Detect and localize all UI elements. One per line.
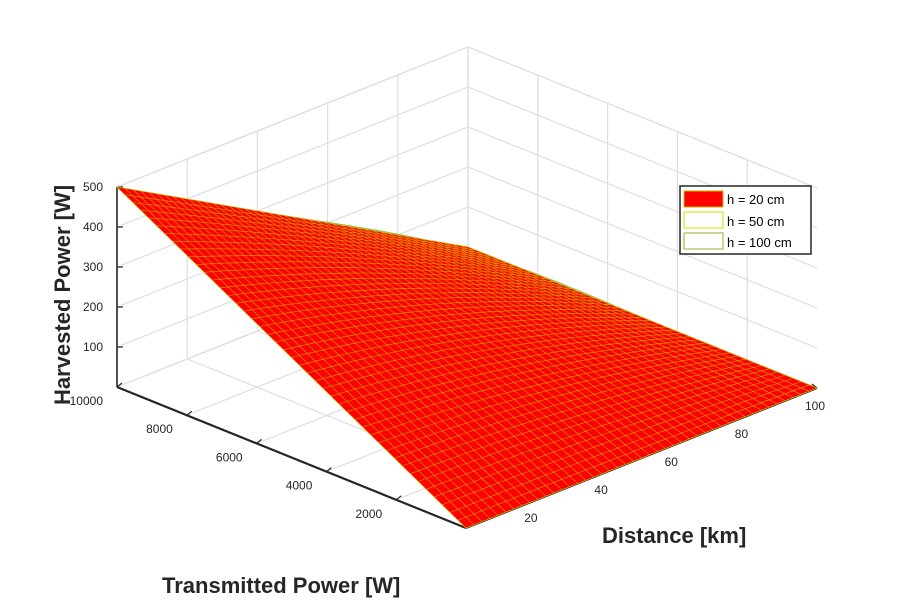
legend: h = 20 cm h = 50 cm h = 100 cm [679,185,812,255]
legend-swatch-h50 [683,211,724,229]
x-tick-label: 80 [735,427,749,441]
y-axis-line [116,385,467,530]
y-tick [116,382,123,388]
surface-mesh [116,186,818,529]
surfaces [116,186,818,529]
legend-swatch-h100 [683,232,724,250]
y-tick-label: 8000 [146,422,173,436]
legend-label-h50: h = 50 cm [727,214,784,229]
grid-line [116,46,469,188]
x-tick-label: 20 [524,511,538,525]
y-tick-label: 6000 [216,450,243,464]
surface-0 [116,186,818,529]
x-tick-label: 100 [805,399,825,413]
x-tick-label: 40 [594,483,608,497]
y-tick [395,495,402,501]
z-tick-label: 100 [83,340,103,354]
z-tick-label: 200 [83,300,103,314]
z-tick-label: 500 [83,180,103,194]
y-tick-label: 4000 [286,479,313,493]
y-tick [186,410,193,416]
z-axis-label: Harvested Power [W] [50,185,75,405]
x-axis-label: Distance [km] [602,523,746,548]
legend-swatch-h20 [683,190,724,208]
grid-line [467,166,818,309]
z-tick-label: 400 [83,220,103,234]
tick-labels: 20 40 60 80 100 2000 4000 6000 8000 10000 100 200 30… [70,180,826,525]
legend-label-h20: h = 20 cm [727,192,784,207]
y-axis-label: Transmitted Power [W] [162,573,400,598]
legend-label-h100: h = 100 cm [727,235,792,250]
y-tick-label: 2000 [355,507,382,521]
z-tick-label: 300 [83,260,103,274]
surface-fill [117,187,817,528]
y-tick [256,438,262,444]
grid-line [467,206,818,349]
x-tick-label: 60 [665,455,679,469]
grid-line [467,46,818,189]
y-tick-label: 10000 [70,394,104,408]
y-tick [326,467,332,473]
